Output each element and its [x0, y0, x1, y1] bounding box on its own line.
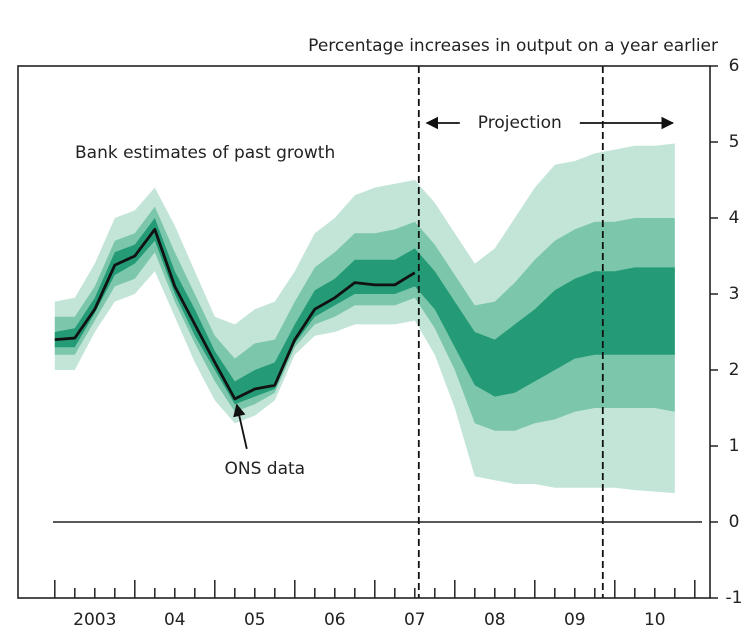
annotation: Bank estimates of past growth	[75, 143, 335, 163]
x-tick-label: 06	[324, 610, 346, 630]
x-tick-label: 07	[404, 610, 426, 630]
y-tick-label: 0	[729, 512, 740, 532]
annotation: Projection	[478, 113, 562, 133]
plot-frame	[17, 65, 711, 599]
y-tick-label: 4	[729, 208, 740, 228]
x-tick-label: 2003	[73, 610, 116, 630]
annotation-arrow	[233, 403, 248, 450]
x-tick-label: 05	[244, 610, 266, 630]
chart-title: Percentage increases in output on a year…	[308, 36, 718, 56]
y-tick-label: -1	[726, 588, 743, 608]
fan-band	[54, 218, 675, 405]
x-tick-label: 10	[644, 610, 666, 630]
data-line	[54, 228, 416, 401]
x-tick-label: 08	[484, 610, 506, 630]
x-tick-label: 04	[164, 610, 186, 630]
y-tick-label: 2	[729, 360, 740, 380]
y-tick-label: 3	[729, 284, 740, 304]
y-tick-label: 5	[729, 132, 740, 152]
annotation: ONS data	[225, 459, 306, 479]
x-tick-label: 09	[564, 610, 586, 630]
y-tick-label: 6	[729, 56, 740, 76]
y-tick-label: 1	[729, 436, 740, 456]
